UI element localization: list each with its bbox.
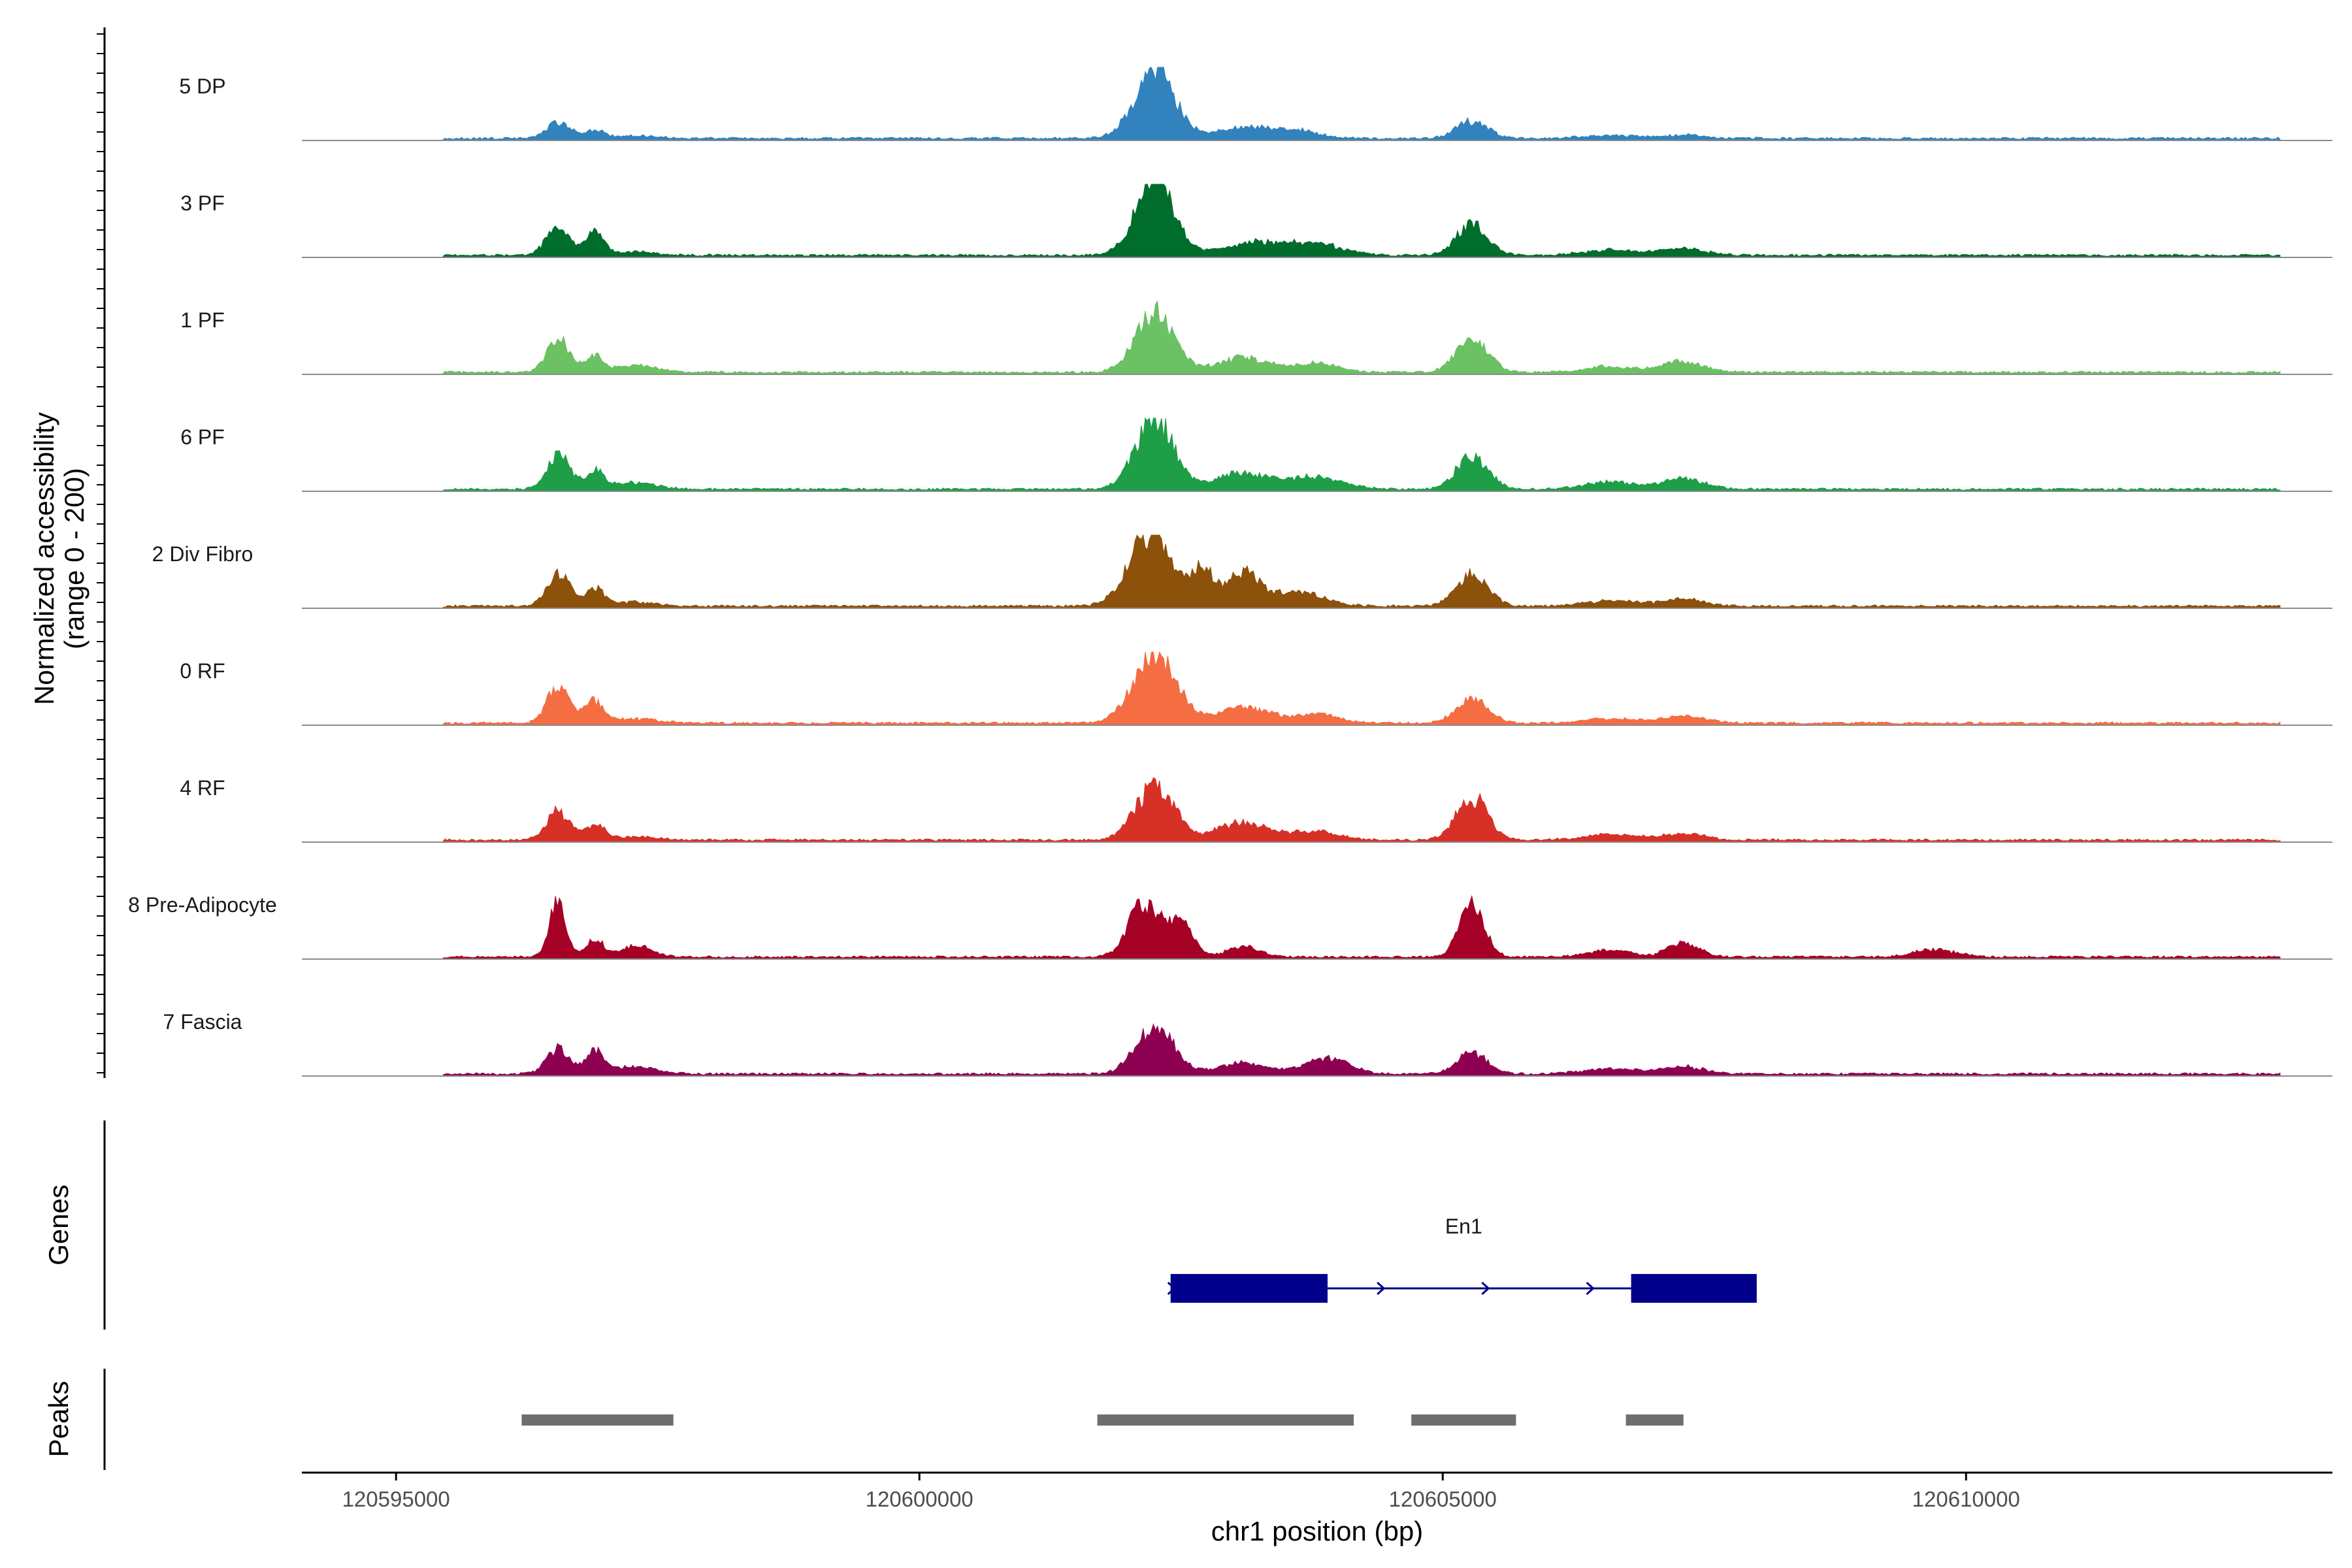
track-label-0-rf: 0 RF (180, 659, 225, 683)
x-tick-label: 120595000 (342, 1487, 450, 1511)
coverage-tracks: 5 DP 3 PF 1 PF 6 PF 2 Div Fibro 0 RF 4 RF 8 Pre… (128, 67, 2332, 1077)
peak-region-1 (521, 1414, 674, 1426)
track-2-div-fibro: 2 Div Fibro (152, 534, 2332, 609)
x-tick-label: 120600000 (866, 1487, 973, 1511)
x-tick-label: 120610000 (1912, 1487, 2020, 1511)
peak-region-4 (1625, 1414, 1684, 1426)
track-label-8-pre-adipocyte: 8 Pre-Adipocyte (128, 893, 277, 917)
peak-track (521, 1414, 1684, 1426)
coverage-area-1-pf (442, 300, 2281, 375)
coverage-area-0-rf (442, 651, 2281, 726)
track-label-1-pf: 1 PF (180, 308, 225, 332)
coverage-area-3-pf (442, 184, 2281, 258)
track-4-rf: 4 RF (180, 776, 2332, 843)
track-6-pf: 6 PF (180, 417, 2332, 492)
strand-arrow (1167, 1281, 1176, 1296)
coverage-area-6-pf (442, 417, 2281, 492)
x-tick-label: 120605000 (1389, 1487, 1497, 1511)
track-label-7-fascia: 7 Fascia (163, 1010, 242, 1034)
strand-arrow (1690, 1281, 1699, 1296)
gene-exon-2 (1631, 1274, 1757, 1303)
x-axis-ticks: 120595000 120600000 120605000 120610000 (342, 1473, 2020, 1511)
track-7-fascia: 7 Fascia (163, 1010, 2332, 1077)
strand-arrow (1586, 1281, 1595, 1296)
coverage-area-8-pre-adipocyte (442, 894, 2281, 960)
coverage-y-ticks (97, 33, 105, 1073)
gene-exon-1 (1170, 1274, 1328, 1303)
genes-panel-label: Genes (43, 1184, 74, 1266)
track-label-2-div-fibro: 2 Div Fibro (152, 542, 253, 566)
peak-region-3 (1411, 1414, 1516, 1426)
gene-track: En1 (1167, 1215, 1757, 1303)
track-1-pf: 1 PF (180, 300, 2332, 375)
track-0-rf: 0 RF (180, 651, 2332, 726)
track-label-6-pf: 6 PF (180, 425, 225, 449)
y-axis-range: (range 0 - 200) (59, 468, 90, 649)
gene-name-en1: En1 (1445, 1215, 1482, 1238)
coverage-area-4-rf (442, 777, 2281, 843)
strand-arrow (1271, 1281, 1281, 1296)
track-8-pre-adipocyte: 8 Pre-Adipocyte (128, 893, 2332, 960)
coverage-area-2-div-fibro (442, 534, 2281, 609)
peaks-panel-label: Peaks (43, 1381, 74, 1458)
track-label-3-pf: 3 PF (180, 191, 225, 215)
y-axis-title: Normalized accessibility (29, 412, 59, 705)
strand-arrow (1377, 1281, 1386, 1296)
strand-arrow (1481, 1281, 1490, 1296)
track-5-dp: 5 DP (179, 67, 2332, 141)
peak-region-2 (1097, 1414, 1354, 1426)
track-label-5-dp: 5 DP (179, 74, 225, 98)
track-3-pf: 3 PF (180, 184, 2332, 258)
coverage-area-5-dp (442, 67, 2281, 141)
x-axis-title: chr1 position (bp) (1211, 1516, 1424, 1546)
track-label-4-rf: 4 RF (180, 776, 225, 800)
coverage-area-7-fascia (442, 1022, 2281, 1077)
